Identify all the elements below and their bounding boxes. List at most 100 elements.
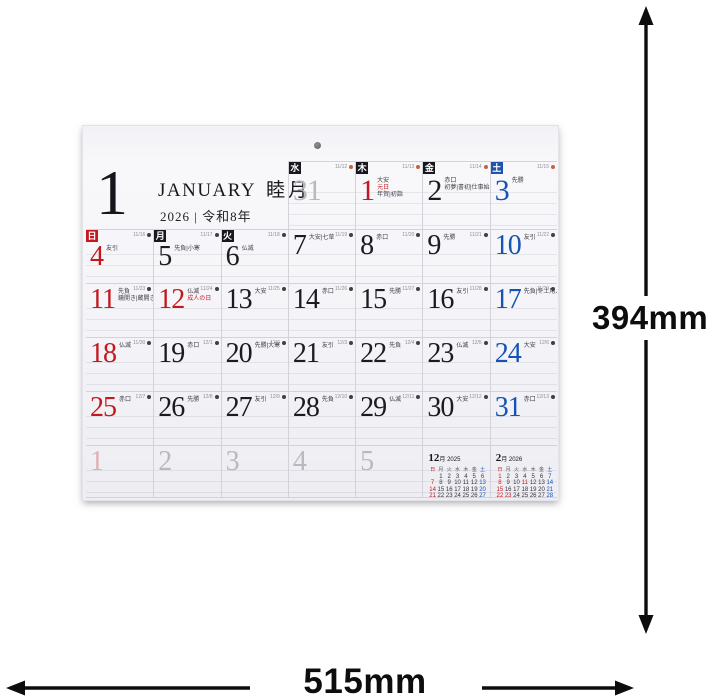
month-title-block: 1 JANUARY 睦月 2026 | 令和8年 — [86, 157, 307, 229]
hanging-hole-icon — [314, 142, 321, 149]
holiday-label: 成人の日 — [187, 296, 212, 302]
day-cell-content: 10 友引 — [494, 230, 555, 261]
mini-day-number: 26 — [470, 493, 478, 497]
day-cell-content: 4 友引 — [90, 243, 151, 271]
rokuyo-label: 大安 — [377, 178, 390, 184]
day-annotations: 友引 — [255, 397, 267, 404]
day-number: 6 — [225, 241, 240, 272]
rokuyo-label: 仏滅 — [456, 343, 469, 349]
moon-phase-icon — [281, 233, 286, 237]
day-number: 9 — [427, 230, 441, 261]
lunar-date-corner: 11/20 — [402, 232, 421, 238]
rokuyo-label: 赤口 — [119, 397, 132, 403]
moon-phase-icon — [416, 395, 421, 399]
mini-calendar: 12月 2025 日月火水木金土 1 2 3 4 5 6 7 8 9 10 11 12 13 14 15 16 17… — [422, 445, 490, 497]
day-number: 27 — [225, 392, 253, 423]
calendar-day-cell: 27 友引 12/9 — [220, 391, 288, 445]
lunar-date-label: 12/9 — [270, 394, 280, 400]
lunar-date-label: 12/5 — [471, 340, 482, 346]
month-name-jp: 睦月 — [266, 180, 311, 201]
day-cell-content: 27 友引 — [225, 392, 286, 423]
mini-day-number: 22 — [437, 493, 445, 497]
calendar-day-cell: 11 先負 鏡開き|蔵開き 11/23 — [86, 283, 154, 337]
day-annotations: 赤口 — [187, 343, 199, 350]
lunar-date-label: 11/14 — [469, 164, 482, 170]
mini-weekday-label: 金 — [538, 467, 544, 473]
moon-phase-icon — [416, 165, 421, 169]
day-cell-content: 31 — [293, 176, 353, 206]
day-annotations: 友引 — [456, 289, 468, 296]
mini-day-number: 28 — [546, 493, 554, 497]
day-cell-content: 28 先負 — [293, 394, 353, 422]
moon-phase-icon — [214, 395, 219, 399]
rokuyo-label: 友引 — [106, 246, 119, 252]
day-annotations: 大安 — [255, 289, 267, 296]
day-cell-content: 22 先負 — [360, 340, 420, 368]
day-number: 10 — [494, 230, 522, 261]
mini-weekday-label: 土 — [480, 467, 486, 473]
day-annotations: 赤口 — [119, 397, 131, 404]
day-annotations: 赤口 初夢|書初|仕事始 — [444, 178, 489, 192]
moon-phase-icon — [147, 287, 152, 291]
lunar-date-label: 11/21 — [469, 232, 482, 238]
mini-calendar-year: 月 2025 — [439, 457, 461, 463]
mini-day-number: 22 — [496, 493, 504, 497]
calendar-day-cell: 1 — [86, 445, 154, 497]
lunar-date-corner: 11/15 — [537, 164, 555, 170]
calendar-day-cell: 4 — [287, 445, 356, 497]
lunar-date-corner: 12/1 — [203, 340, 219, 346]
day-number: 17 — [494, 284, 522, 315]
lunar-date-corner: 12/10 — [335, 394, 354, 400]
mini-day-number: 24 — [513, 493, 520, 497]
day-cell-content: 30 大安 — [427, 394, 487, 422]
moon-phase-icon — [214, 287, 219, 291]
day-annotations: 大安 元日 年賀|初詣 — [377, 178, 403, 199]
calendar-day-cell: 日 4 友引 11/16 — [86, 229, 154, 283]
weekday-badge: 日 — [86, 230, 98, 242]
mini-day-number: 12 — [529, 480, 537, 487]
weekday-badge: 水 — [288, 162, 301, 174]
seasonal-label: 鏡開き|蔵開き — [117, 296, 154, 302]
lunar-date-label: 12/11 — [402, 394, 415, 400]
lunar-date-corner: 11/13 — [402, 164, 421, 170]
lunar-date-label: 11/20 — [402, 232, 415, 238]
rokuyo-label: 仏滅 — [241, 246, 254, 252]
day-cell-content: 2 赤口 初夢|書初|仕事始 — [427, 176, 489, 206]
height-dimension-label: 394mm — [592, 299, 707, 336]
mini-day-number: 19 — [470, 486, 478, 493]
calendar-day-cell: 5 — [355, 445, 423, 497]
weekday-badge: 月 — [154, 230, 167, 242]
day-annotations: 赤口 — [322, 289, 334, 296]
rokuyo-label: 先負|冬土用入 — [523, 289, 557, 295]
day-annotations: 仏滅 — [389, 397, 401, 404]
mini-calendar-month: 2 — [495, 452, 502, 464]
day-number: 1 — [360, 174, 375, 207]
calendar-day-cell: 26 先勝 12/8 — [153, 391, 221, 445]
lunar-date-label: 11/22 — [536, 232, 549, 238]
day-cell-content: 20 先勝|大寒 — [226, 340, 286, 368]
lunar-date-label: 11/29 — [536, 286, 549, 292]
rokuyo-label: 赤口 — [523, 397, 536, 403]
mini-calendar-grid: 日月火水木金土 1 2 3 4 5 6 7 8 9 10 11 12 13 14 15 16 17 18 19 20 21… — [428, 467, 486, 497]
day-number: 24 — [494, 338, 522, 369]
mini-day-number: 18 — [521, 486, 529, 493]
rokuyo-label: 先勝 — [389, 289, 402, 295]
day-number: 12 — [158, 284, 185, 315]
mini-weekday-label: 金 — [471, 467, 477, 473]
month-number: 1 — [96, 157, 128, 228]
day-annotations: 仏滅 — [242, 246, 254, 253]
moon-phase-icon — [550, 287, 555, 291]
day-annotations: 先勝 — [389, 289, 401, 296]
lunar-date-label: 11/26 — [334, 286, 348, 292]
mini-day-number: 1 — [498, 473, 502, 480]
mini-day-number: 10 — [454, 480, 461, 487]
moon-phase-icon — [550, 233, 555, 237]
rokuyo-label: 赤口 — [321, 289, 334, 295]
lunar-date-label: 11/24 — [200, 286, 213, 292]
calendar-sheet: 1 JANUARY 睦月 2026 | 令和8年 水 31 11/12 木 1 大安 元日 年賀… — [82, 125, 559, 501]
moon-phase-icon — [147, 341, 152, 345]
day-annotations: 先負|冬土用入 — [524, 289, 557, 296]
calendar-day-cell: 20 先勝|大寒 12/2 — [220, 337, 288, 391]
mini-weekday-label: 日 — [497, 467, 503, 473]
